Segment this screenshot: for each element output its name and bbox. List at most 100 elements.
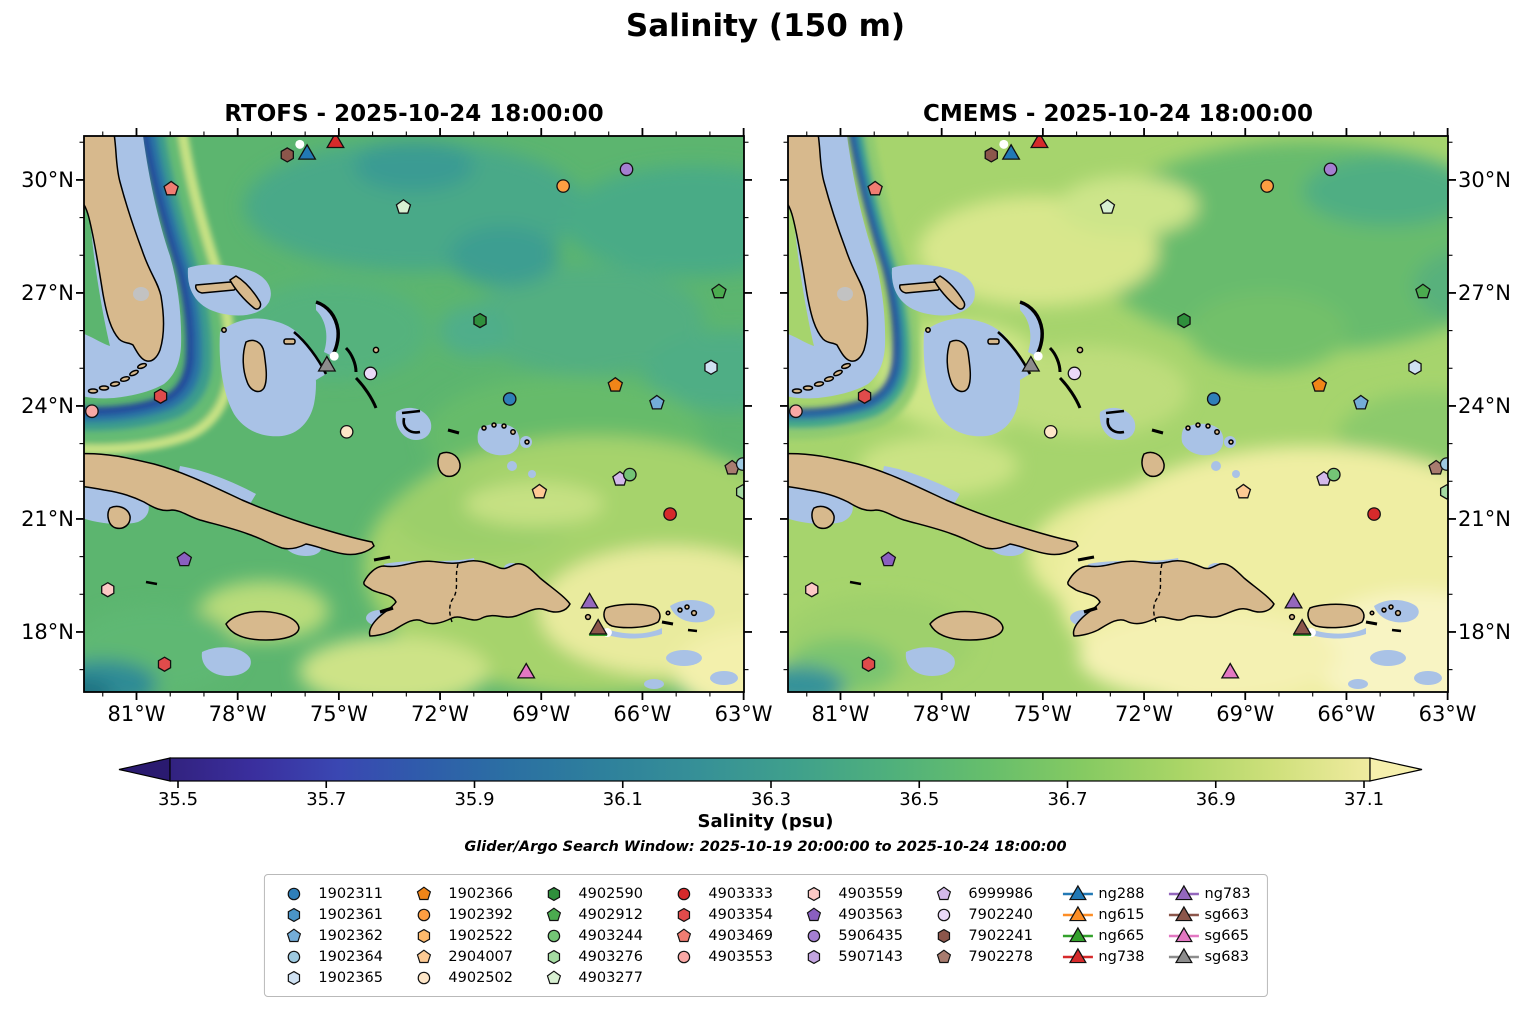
float-legend-icon xyxy=(417,971,430,984)
float-legend-icon xyxy=(937,928,950,943)
legend-entry-label: 4903333 xyxy=(708,885,773,902)
float-legend-icon xyxy=(936,885,951,900)
float-legend-icon xyxy=(807,929,820,942)
marker-4903354 xyxy=(857,388,872,404)
x-tick-label: 75°W xyxy=(309,702,368,726)
marker-ng738 xyxy=(1030,136,1049,149)
float-legend-icon xyxy=(806,906,821,921)
marker-4903559 xyxy=(101,581,115,598)
marker-4903469 xyxy=(163,180,179,196)
y-tick-label: 24°N xyxy=(1458,393,1511,418)
figure-title: Salinity (150 m) xyxy=(625,8,906,44)
legend-entry-1902365: 1902365 xyxy=(280,967,388,988)
legend-entry-4903354: 4903354 xyxy=(670,904,778,925)
legend-entry-label: 4903563 xyxy=(838,906,903,923)
legend-entry-label: 4903276 xyxy=(578,948,643,965)
marker-4903276 xyxy=(1439,484,1448,500)
legend-entry-label: 4903469 xyxy=(708,927,773,944)
float-legend-icon xyxy=(416,885,431,900)
legend-entry-label: 1902364 xyxy=(318,948,383,965)
float-legend-icon xyxy=(546,969,561,984)
float-legend-icon xyxy=(417,908,430,921)
colorbar-over-arrow xyxy=(1369,757,1423,782)
colorbar-tick-label: 36.9 xyxy=(1195,789,1236,810)
x-tick-label: 78°W xyxy=(208,702,267,726)
legend-entry-label: 1902361 xyxy=(318,906,383,923)
glider-legend-icon xyxy=(1062,947,1093,963)
legend-entry-4903333: 4903333 xyxy=(670,883,778,904)
legend-entry-7902240: 7902240 xyxy=(930,904,1038,925)
float-legend-icon xyxy=(416,948,431,963)
legend-entry-label: sg683 xyxy=(1204,948,1249,965)
y-tick-label: 24°N xyxy=(21,393,74,418)
legend-entry-1902311: 1902311 xyxy=(280,883,388,904)
float-legend-icon xyxy=(547,886,560,901)
y-tick-label: 18°N xyxy=(21,619,74,644)
legend-entry-label: 2904007 xyxy=(448,948,513,965)
legend-entry-label: 4903553 xyxy=(708,948,773,965)
marker-surfacing-fragment xyxy=(329,351,339,361)
marker-4902590 xyxy=(473,312,487,329)
marker-sg663 xyxy=(588,618,608,635)
glider-legend-icon xyxy=(1168,905,1199,921)
float-legend-icon xyxy=(287,887,300,900)
legend-entry-4902912: 4902912 xyxy=(540,904,648,925)
legend-entry-1902364: 1902364 xyxy=(280,946,388,967)
legend-entry-label: 1902392 xyxy=(448,906,513,923)
legend-entry-7902241: 7902241 xyxy=(930,925,1038,946)
legend-entry-1902366: 1902366 xyxy=(410,883,518,904)
marker-1902311 xyxy=(502,392,517,406)
colorbar-tick-label: 36.1 xyxy=(602,789,643,810)
marker-sg663 xyxy=(1292,618,1312,635)
legend-entry-ng665: ng665 xyxy=(1060,925,1145,946)
colorbar-ticks xyxy=(177,781,1365,788)
legend-entry-sg665: sg665 xyxy=(1167,925,1251,946)
marker-4903277 xyxy=(1099,198,1116,214)
x-tick-label: 63°W xyxy=(1418,702,1477,726)
y-tick-label: 21°N xyxy=(1458,506,1511,531)
legend-entry-label: 7902241 xyxy=(968,927,1033,944)
float-legend-icon xyxy=(807,886,820,901)
legend-entry-4903244: 4903244 xyxy=(540,925,648,946)
marker-4903469 xyxy=(867,180,883,196)
legend-entry-label: sg663 xyxy=(1204,906,1249,923)
x-tick-label: 75°W xyxy=(1013,702,1072,726)
x-tick-label: 63°W xyxy=(714,702,773,726)
float-legend-icon xyxy=(417,928,430,943)
legend-entry-1902361: 1902361 xyxy=(280,904,388,925)
marker-4903333 xyxy=(663,507,677,521)
marker-1902392 xyxy=(556,179,571,193)
x-tick-label: 66°W xyxy=(613,702,672,726)
legend-entry-7902278: 7902278 xyxy=(930,946,1038,967)
legend-entry-4903563: 4903563 xyxy=(800,904,908,925)
legend-entry-label: 1902522 xyxy=(448,927,513,944)
float-legend-icon xyxy=(677,950,690,963)
x-tick-label: 72°W xyxy=(411,702,470,726)
marker-1902365 xyxy=(1408,359,1422,376)
colorbar-tick-label: 35.9 xyxy=(454,789,495,810)
observation-markers xyxy=(789,136,1448,679)
legend-entry-1902522: 1902522 xyxy=(410,925,518,946)
marker-sg683 xyxy=(317,355,337,372)
marker-4903244 xyxy=(622,467,637,482)
marker-4903553 xyxy=(789,404,803,419)
x-tick-label: 69°W xyxy=(1216,702,1275,726)
colorbar-gradient-bar xyxy=(169,757,1371,782)
colorbar-tick-label: 36.3 xyxy=(750,789,792,810)
legend-entry-ng783: ng783 xyxy=(1167,883,1251,904)
panel-title-rtofs: RTOFS - 2025-10-24 18:00:00 xyxy=(224,101,604,127)
marker-7902240 xyxy=(363,366,378,381)
marker-4902590 xyxy=(1177,312,1191,329)
legend-entry-label: 5907143 xyxy=(838,948,903,965)
marker-1902362 xyxy=(649,394,665,410)
glider-legend-icon xyxy=(1062,905,1093,921)
marker-4903559 xyxy=(805,581,819,598)
marker-surfacing-fragment xyxy=(1033,351,1043,361)
marker-ng783 xyxy=(580,592,599,609)
marker-surfacing-fragment xyxy=(295,139,305,149)
marker-4902912 xyxy=(1415,283,1431,299)
y-tick-label: 27°N xyxy=(21,280,74,305)
legend-entry-1902362: 1902362 xyxy=(280,925,388,946)
legend-entry-label: sg665 xyxy=(1204,927,1249,944)
